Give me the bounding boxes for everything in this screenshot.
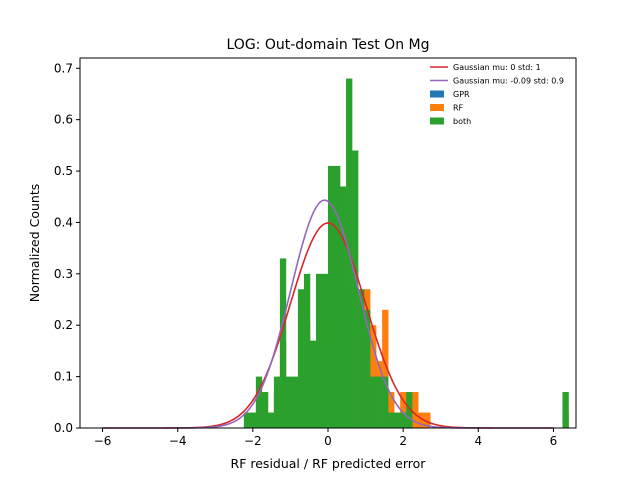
y-axis-label: Normalized Counts bbox=[27, 184, 42, 303]
hist-bar-both bbox=[400, 412, 407, 428]
y-tick-label: 0.0 bbox=[54, 421, 73, 435]
hist-bar-both bbox=[279, 258, 287, 428]
hist-bar-rf bbox=[388, 392, 395, 428]
x-axis-ticks: −6 −4 −2 0 2 4 6 bbox=[94, 428, 558, 448]
y-tick-label: 0.1 bbox=[54, 370, 73, 384]
y-axis-ticks: 0.0 0.1 0.2 0.3 0.4 0.5 0.6 0.7 bbox=[54, 61, 80, 435]
hist-bar-both bbox=[267, 412, 275, 428]
y-tick-label: 0.6 bbox=[54, 113, 73, 127]
hist-bar-both bbox=[303, 273, 311, 428]
hist-bar-both bbox=[243, 412, 251, 428]
hist-bar-both bbox=[309, 340, 317, 428]
chart-title: LOG: Out-domain Test On Mg bbox=[227, 37, 430, 53]
y-tick-label: 0.7 bbox=[54, 61, 73, 75]
hist-bar-both bbox=[394, 412, 401, 428]
legend-label-both: both bbox=[453, 117, 471, 126]
hist-bar-both bbox=[376, 376, 383, 428]
hist-bar-rf bbox=[412, 392, 419, 428]
y-tick-label: 0.3 bbox=[54, 267, 73, 281]
hist-bar-both bbox=[388, 412, 395, 428]
x-tick-label: −6 bbox=[94, 434, 112, 448]
hist-bar-both bbox=[297, 289, 305, 428]
hist-bar-both bbox=[352, 150, 359, 428]
hist-bar-both bbox=[364, 309, 371, 428]
hist-bar-both bbox=[328, 165, 335, 429]
hist-bar-both bbox=[358, 289, 365, 428]
hist-bar-both bbox=[315, 273, 323, 428]
legend-label-rf: RF bbox=[453, 104, 464, 113]
y-tick-label: 0.4 bbox=[54, 215, 73, 229]
legend-swatch-rf bbox=[430, 104, 444, 111]
legend-swatch-gpr bbox=[430, 90, 444, 98]
x-tick-label: −4 bbox=[169, 434, 187, 448]
legend-label-gaussian-mu-0-std-1: Gaussian mu: 0 std: 1 bbox=[453, 63, 541, 72]
y-tick-label: 0.2 bbox=[54, 318, 73, 332]
y-tick-label: 0.5 bbox=[54, 164, 73, 178]
hist-bar-both bbox=[370, 376, 377, 428]
x-tick-label: −2 bbox=[244, 434, 262, 448]
histogram-bars bbox=[243, 78, 569, 429]
legend-label-gpr: GPR bbox=[453, 90, 470, 99]
hist-bar-rf bbox=[418, 412, 425, 428]
hist-bar-both bbox=[334, 165, 341, 429]
x-tick-label: 0 bbox=[324, 434, 332, 448]
hist-bar-both bbox=[291, 376, 299, 428]
x-tick-label: 4 bbox=[474, 434, 482, 448]
hist-bar-both bbox=[261, 392, 269, 428]
hist-bar-both bbox=[406, 392, 413, 428]
hist-bar-both bbox=[255, 376, 263, 428]
legend-swatch-both bbox=[430, 117, 444, 125]
x-tick-label: 6 bbox=[550, 434, 558, 448]
legend: Gaussian mu: 0 std: 1 Gaussian mu: -0.09 … bbox=[430, 63, 564, 126]
x-axis-label: RF residual / RF predicted error bbox=[231, 456, 427, 471]
legend-label-gaussian-mu-0-09-std-0-9: Gaussian mu: -0.09 std: 0.9 bbox=[453, 77, 564, 86]
hist-bar-rf bbox=[424, 412, 431, 428]
hist-bar-both bbox=[321, 273, 329, 428]
hist-bar-both bbox=[382, 376, 389, 428]
x-tick-label: 2 bbox=[399, 434, 407, 448]
hist-bar-rf bbox=[382, 309, 389, 428]
hist-bar-both bbox=[249, 412, 257, 428]
hist-bar-both bbox=[285, 376, 293, 428]
hist-bar-both bbox=[340, 186, 347, 428]
hist-bar-rf bbox=[400, 392, 407, 428]
hist-bar-both bbox=[562, 392, 569, 428]
hist-bar-both bbox=[273, 376, 281, 428]
